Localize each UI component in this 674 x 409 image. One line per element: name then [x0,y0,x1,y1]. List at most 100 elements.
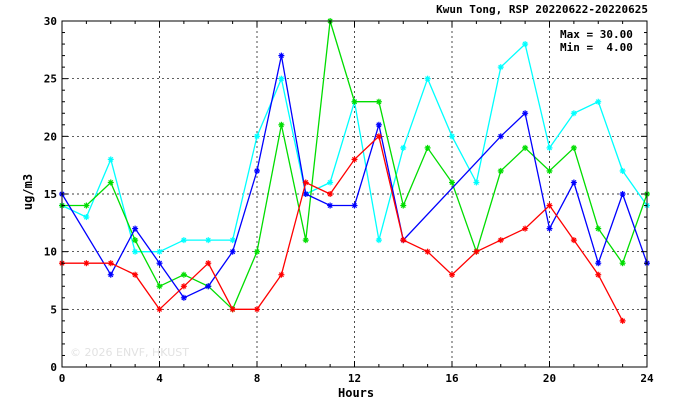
data-point [619,167,626,174]
data-point [180,271,187,278]
data-point [254,167,260,174]
marker-stroke [449,179,455,185]
marker-stroke [595,226,601,232]
marker-stroke [376,99,382,105]
x-tick-label: 12 [348,372,361,385]
marker-stroke [156,306,163,312]
marker-stroke [425,249,431,255]
marker-stroke [546,145,553,151]
y-tick-label: 10 [44,246,57,259]
series-3 [59,52,650,301]
data-point [375,121,382,128]
marker-stroke [83,214,89,220]
marker-stroke [449,133,455,139]
marker-stroke [181,295,187,301]
data-point [522,110,529,117]
x-tick-label: 16 [445,372,459,385]
marker-stroke [83,260,89,266]
data-point [229,237,236,244]
marker-stroke [351,156,358,162]
data-point [278,52,285,59]
data-point [570,144,577,151]
data-point [497,167,504,174]
marker-stroke [571,179,577,185]
data-point [375,237,382,244]
marker-stroke [571,145,577,151]
marker-stroke [108,260,114,266]
marker-stroke [254,249,260,255]
data-point [132,237,139,244]
data-point [254,248,260,255]
data-point [278,271,285,278]
data-point [132,248,139,255]
marker-stroke [425,76,431,82]
data-point [570,179,577,186]
min-label: Min = 4.00 [560,41,633,54]
data-point [229,306,236,313]
marker-stroke [254,133,260,139]
data-point [449,271,455,278]
data-point [327,179,334,186]
marker-stroke [498,133,504,139]
data-point [473,248,480,255]
data-point [497,64,504,71]
marker-stroke [278,272,284,278]
data-point [205,237,212,244]
data-point [205,260,212,267]
y-tick-label: 0 [50,361,57,374]
data-point [400,202,407,209]
marker-stroke [132,237,138,243]
y-tick-label: 25 [44,73,57,86]
data-point [156,260,163,267]
marker-stroke [595,260,601,266]
data-point [424,75,431,82]
marker-stroke [156,260,163,266]
series-line [62,135,624,322]
data-point [375,133,382,140]
marker-stroke [278,76,284,82]
y-tick-label: 20 [44,130,57,143]
data-point [132,271,139,278]
marker-stroke [327,179,333,185]
marker-stroke [156,283,163,289]
marker-stroke [327,191,333,197]
data-point [107,179,114,186]
marker-stroke [498,64,504,70]
data-point [424,144,431,151]
data-point [83,214,90,221]
marker-stroke [230,306,236,312]
data-point [619,260,626,267]
data-point [400,237,407,244]
marker-stroke [376,237,382,243]
data-point [595,225,602,232]
data-point [180,237,187,244]
marker-stroke [425,145,431,151]
data-point [595,260,602,267]
marker-stroke [473,249,479,255]
data-point [546,202,553,209]
marker-stroke [327,203,333,209]
marker-stroke [620,260,626,266]
y-axis-label: ug/m3 [21,173,36,211]
marker-stroke [278,122,284,128]
data-point [254,133,260,140]
data-point [156,306,163,313]
data-point [83,260,90,267]
data-point [107,260,114,267]
marker-stroke [522,145,528,151]
marker-stroke [205,237,211,243]
marker-stroke [620,318,626,324]
marker-stroke [376,133,382,139]
marker-stroke [254,168,260,174]
data-point [497,237,504,244]
max-label: Max = 30.00 [560,28,633,41]
y-tick-label: 30 [44,15,57,28]
data-point [107,156,114,163]
data-point [449,179,455,186]
marker-stroke [498,168,504,174]
marker-stroke [254,306,260,312]
x-axis-label: Hours [338,386,375,400]
marker-stroke [449,272,455,278]
marker-stroke [303,191,309,197]
marker-stroke [498,237,504,243]
